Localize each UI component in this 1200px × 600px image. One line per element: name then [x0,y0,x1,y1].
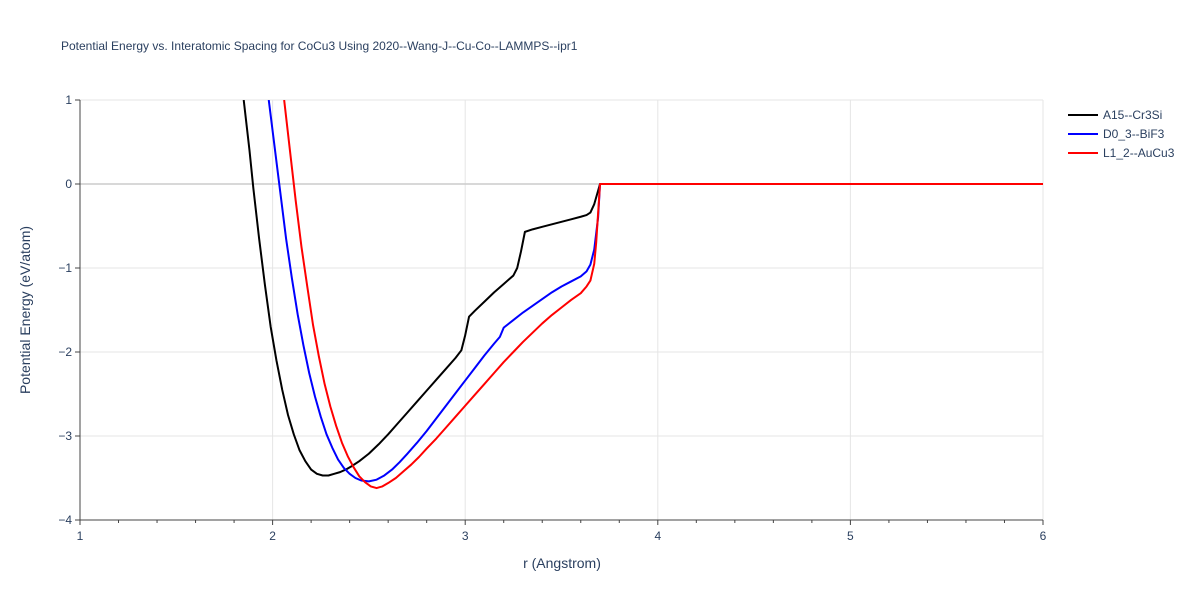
axes [75,99,1044,525]
x-tick-label: 2 [269,529,276,543]
legend-label: L1_2--AuCu3 [1103,146,1175,160]
x-tick-label: 5 [847,529,854,543]
chart-title: Potential Energy vs. Interatomic Spacing… [61,39,578,53]
series-line-D0_3--BiF3 [267,100,1043,483]
y-tick-label: −3 [58,429,72,443]
x-tick-label: 6 [1040,529,1047,543]
y-axis-title: Potential Energy (eV/atom) [17,226,33,394]
plot-area [242,100,1043,490]
x-tick-label: 3 [462,529,469,543]
series-line-A15--Cr3Si [242,100,1043,477]
legend-label: D0_3--BiF3 [1103,127,1165,141]
tick-labels: 1 2 3 4 5 6 1 0 −1 −2 −3 −4 [58,93,1046,543]
x-tick-label: 4 [654,529,661,543]
legend: A15--Cr3Si D0_3--BiF3 L1_2--AuCu3 [1068,108,1175,160]
y-tick-label: −4 [58,513,72,527]
y-tick-label: 1 [65,93,72,107]
series-line-L1_2--AuCu3 [283,100,1043,490]
legend-label: A15--Cr3Si [1103,108,1162,122]
x-tick-label: 1 [77,529,84,543]
x-axis-title: r (Angstrom) [523,555,601,571]
grid [80,99,1044,520]
y-tick-label: −2 [58,345,72,359]
y-tick-label: 0 [65,177,72,191]
y-tick-label: −1 [58,261,72,275]
